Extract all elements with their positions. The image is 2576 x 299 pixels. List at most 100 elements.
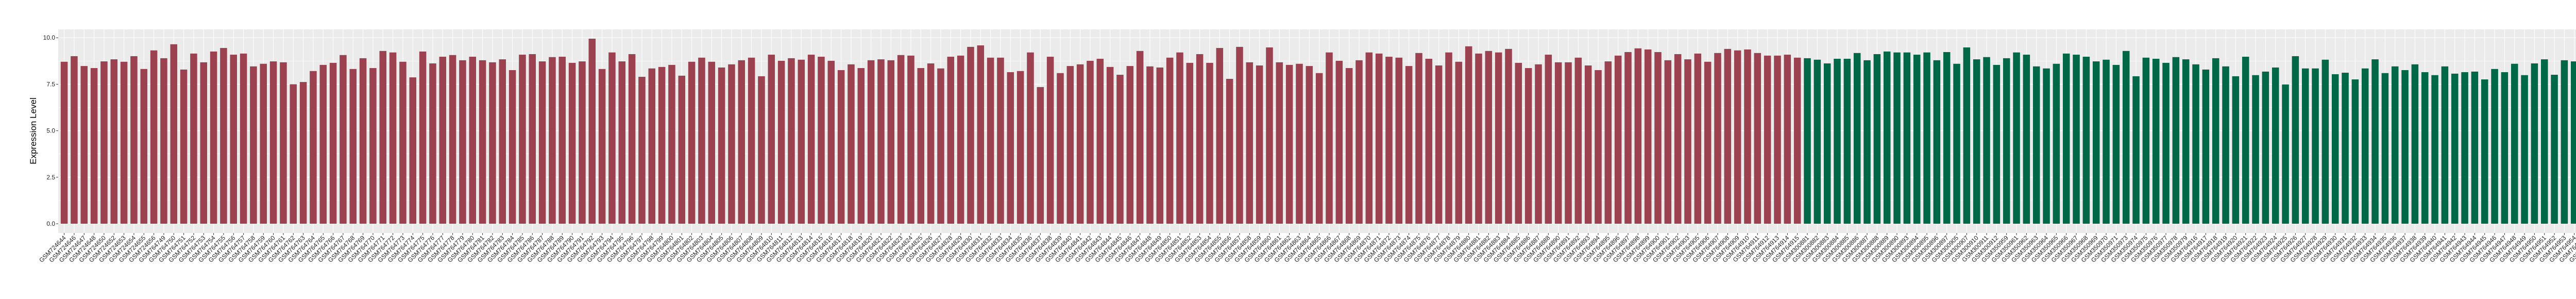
bar-GSM764947 (2501, 72, 2509, 224)
bar-GSM300881 (1804, 58, 1811, 224)
bar-GSM764935 (2381, 73, 2389, 224)
bar-GSM764882 (1485, 51, 1493, 224)
bar-GSM764902 (1674, 54, 1682, 224)
bar-GSM724647 (80, 66, 88, 224)
bar-GSM300888 (1873, 54, 1881, 224)
bar-GSM300910 (1973, 59, 1980, 224)
bar-GSM764930 (2331, 74, 2339, 224)
bar-GSM764949 (2521, 75, 2528, 224)
bar-GSM764806 (728, 64, 735, 224)
bar-GSM764946 (2491, 69, 2498, 224)
bar-GSM724656 (150, 50, 158, 224)
bar-GSM764835 (1016, 71, 1024, 224)
bar-GSM764796 (628, 54, 636, 224)
bar-GSM764864 (1306, 66, 1313, 224)
bar-GSM764885 (1515, 62, 1522, 224)
bar-GSM764823 (897, 55, 905, 224)
bar-GSM350969 (2092, 61, 2100, 224)
bar-GSM300890 (1893, 52, 1901, 224)
bar-GSM764804 (708, 61, 716, 224)
bar-GSM764769 (359, 58, 367, 224)
bar-GSM350968 (2082, 57, 2090, 224)
bar-GSM764936 (2391, 66, 2399, 224)
bar-GSM764841 (1076, 64, 1084, 224)
bars (60, 39, 2576, 224)
y-tick-label: 5.0 (46, 127, 55, 135)
bar-GSM764863 (1296, 63, 1303, 224)
bar-GSM764764 (310, 71, 317, 224)
bar-GSM350979 (2182, 59, 2190, 224)
bar-GSM764792 (588, 39, 596, 224)
bar-GSM764850 (1166, 57, 1174, 224)
bar-GSM764756 (230, 55, 238, 224)
bar-GSM764894 (1595, 70, 1602, 224)
bar-GSM764834 (1007, 72, 1014, 224)
bar-GSM764812 (788, 58, 795, 224)
bar-GSM764767 (340, 55, 347, 224)
bar-GSM350971 (2112, 64, 2120, 224)
bar-GSM764892 (1574, 57, 1582, 224)
bar-GSM764814 (807, 55, 815, 224)
bar-GSM764807 (738, 60, 745, 224)
bar-GSM764811 (777, 60, 785, 224)
bar-GSM764915 (1793, 57, 1801, 224)
bar-GSM764866 (1326, 52, 1333, 224)
y-axis: 0.0 2.5 5.0 7.5 10.0 (43, 34, 58, 227)
bar-GSM764940 (2431, 75, 2438, 224)
bar-GSM764760 (269, 61, 277, 224)
bar-GSM764765 (319, 64, 327, 224)
bar-GSM764787 (538, 61, 546, 224)
bar-GSM764891 (1565, 62, 1572, 224)
bar-GSM764798 (648, 68, 656, 224)
bar-GSM764919 (2222, 66, 2229, 224)
bar-GSM764773 (399, 61, 406, 224)
bar-GSM350977 (2162, 62, 2170, 224)
bar-GSM764753 (200, 62, 208, 224)
bar-GSM764941 (2441, 66, 2449, 224)
bar-GSM764777 (439, 57, 447, 224)
bar-GSM764788 (549, 57, 556, 224)
bar-GSM764829 (957, 55, 964, 224)
bar-GSM764911 (1754, 53, 1761, 224)
bar-GSM724654 (130, 56, 138, 224)
bar-GSM764862 (1285, 64, 1293, 224)
bar-GSM764818 (848, 64, 855, 224)
bar-GSM764754 (210, 51, 217, 224)
bar-GSM300896 (1933, 60, 1941, 224)
bar-GSM764774 (409, 77, 417, 224)
bar-GSM764923 (2262, 71, 2269, 224)
bar-GSM764931 (2342, 73, 2349, 224)
bar-GSM764937 (2401, 70, 2409, 224)
bar-GSM764925 (2282, 84, 2289, 224)
bar-GSM300894 (1913, 55, 1921, 224)
bar-GSM764890 (1554, 62, 1562, 224)
bar-GSM764751 (180, 69, 188, 224)
bar-GSM764779 (459, 60, 466, 224)
bar-GSM764952 (2551, 75, 2558, 224)
bar-GSM764924 (2272, 67, 2279, 224)
bar-GSM764808 (748, 57, 755, 224)
bar-GSM764813 (798, 59, 805, 224)
bar-GSM764839 (1057, 73, 1064, 224)
bar-GSM764888 (1545, 55, 1552, 224)
bar-GSM764895 (1604, 61, 1612, 224)
bar-GSM764873 (1395, 57, 1403, 224)
bar-GSM764903 (1684, 59, 1691, 224)
bar-GSM764926 (2292, 56, 2299, 224)
bar-GSM350965 (2053, 63, 2060, 224)
bar-GSM764831 (977, 45, 985, 224)
y-tick-label: 10.0 (43, 34, 56, 41)
bar-GSM764900 (1654, 52, 1662, 224)
bar-GSM764912 (1764, 55, 1771, 224)
bar-GSM724648 (90, 68, 98, 224)
bar-GSM764913 (1774, 55, 1781, 224)
bar-GSM764840 (1066, 66, 1074, 224)
bar-GSM300883 (1823, 63, 1831, 224)
bar-GSM764789 (558, 57, 566, 224)
bar-GSM764786 (529, 54, 536, 224)
bar-GSM300905 (1953, 63, 1960, 224)
bar-GSM300886 (1853, 53, 1861, 224)
bar-GSM764819 (857, 68, 865, 224)
bar-GSM764816 (827, 60, 835, 224)
bar-GSM764953 (2561, 60, 2568, 224)
